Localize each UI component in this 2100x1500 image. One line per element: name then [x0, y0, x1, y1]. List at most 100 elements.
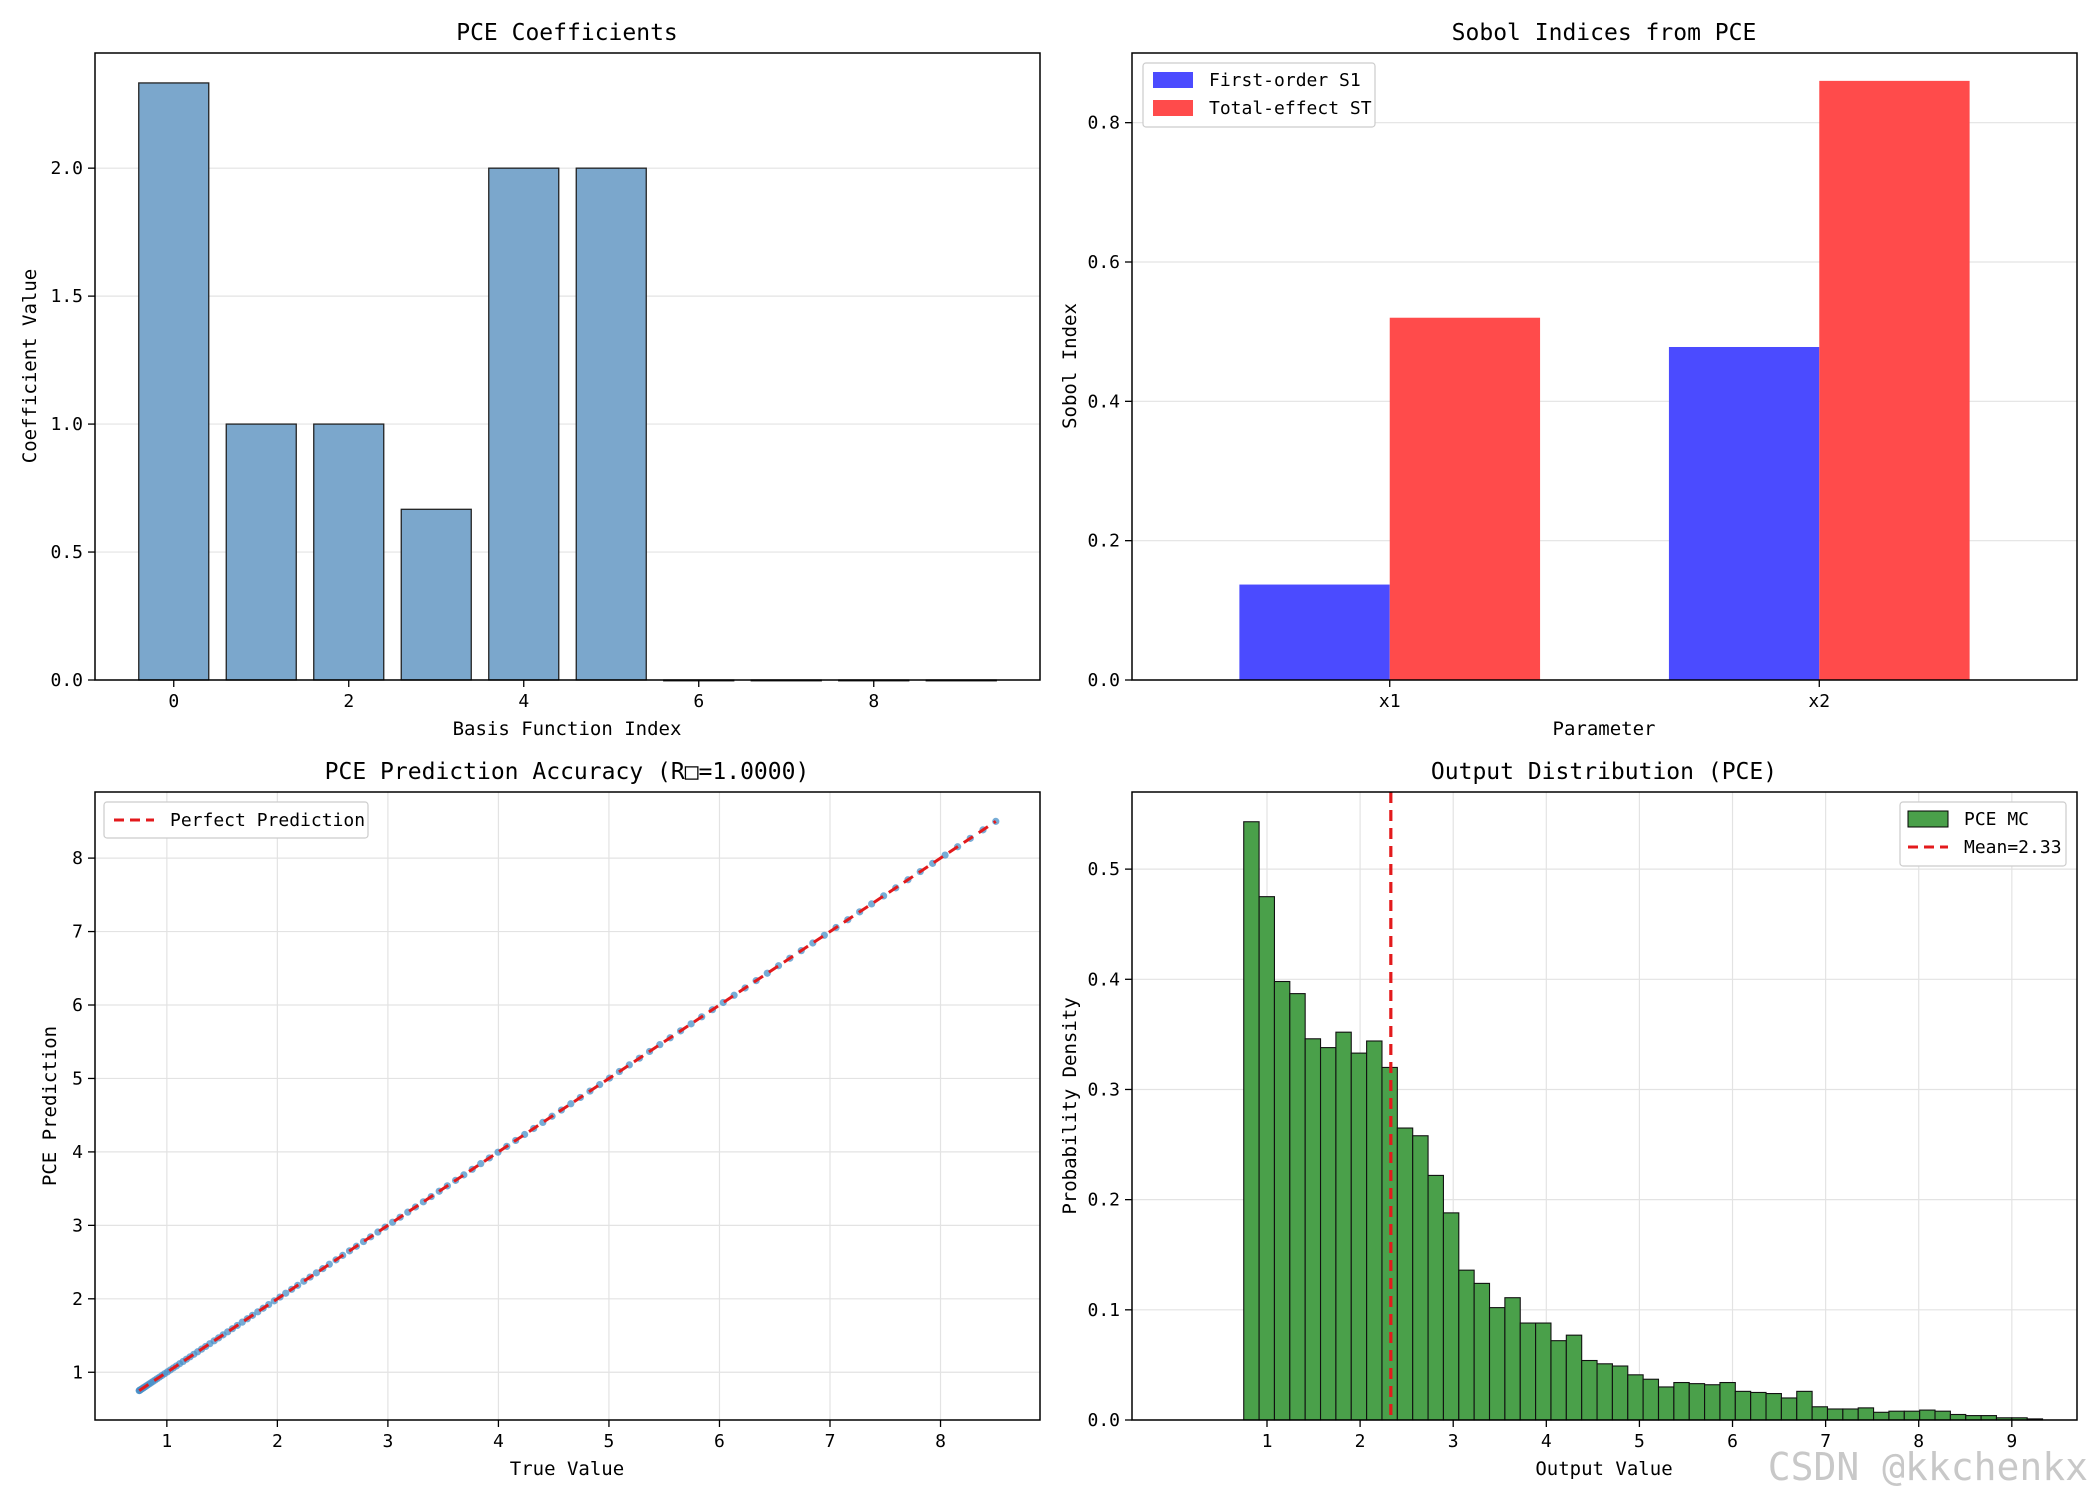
- histogram-bar: [1673, 1381, 1690, 1421]
- y-tick-label: 0.6: [1087, 252, 1120, 273]
- y-tick-label: 1.0: [50, 414, 83, 435]
- histogram-bar: [1811, 1406, 1829, 1421]
- prediction-point: [477, 1160, 485, 1168]
- chart-title: PCE Prediction Accuracy (R□=1.0000): [325, 759, 810, 785]
- y-axis-label: Probability Density: [1059, 997, 1081, 1214]
- accuracy-chart: 1 2 3 4 5 6 7 8 1 2 3 4 5 6 7 8 PCE Prediction Accuracy…: [39, 759, 1041, 1480]
- x-axis-label: Output Value: [1535, 1458, 1672, 1480]
- histogram-bar: [1704, 1384, 1721, 1421]
- histogram-bar: [1719, 1381, 1736, 1421]
- coefficients-chart: 0 2 4 6 8 0.0 0.5 1.0 1.5 2.0 PCE Coefficients Ba…: [19, 20, 1041, 740]
- x-tick-label: 2: [343, 691, 354, 712]
- histogram-bar: [1903, 1410, 1921, 1421]
- histogram-bar: [1796, 1390, 1813, 1421]
- legend-box: [1142, 62, 1376, 128]
- histogram-bar: [1873, 1411, 1890, 1421]
- histogram-bar: [1657, 1386, 1675, 1421]
- y-tick-label: 0.2: [1087, 1190, 1120, 1211]
- histogram-bar: [1765, 1393, 1782, 1421]
- histogram-bar: [1550, 1340, 1567, 1421]
- histogram-bar: [1273, 980, 1291, 1421]
- prediction-point: [312, 1269, 320, 1277]
- axes-frame: [94, 791, 1041, 1421]
- y-tick-label: 0.0: [1087, 1410, 1120, 1431]
- legend: Perfect Prediction: [103, 801, 369, 839]
- histogram-bar: [1934, 1410, 1951, 1421]
- legend: PCE MC Mean=2.33: [1899, 801, 2067, 867]
- histogram-bar: [1412, 1135, 1429, 1421]
- legend-swatch-s1: [1153, 72, 1193, 88]
- histogram-bar: [1596, 1363, 1613, 1421]
- x-tick-label: 8: [1913, 1431, 1924, 1452]
- chart-title: Output Distribution (PCE): [1431, 759, 1777, 785]
- x-tick-label: 3: [1448, 1431, 1459, 1452]
- sobol-bar: [1819, 80, 1970, 680]
- x-tick-label: 8: [935, 1431, 946, 1452]
- y-tick-label: 0.0: [50, 670, 83, 691]
- y-tick-label: 0.0: [1087, 670, 1120, 691]
- prediction-point: [868, 900, 876, 908]
- x-tick-label: 5: [604, 1431, 615, 1452]
- coefficient-bar: [313, 423, 385, 681]
- histogram-bar: [1396, 1127, 1414, 1421]
- y-tick-label: 0.4: [1087, 391, 1120, 412]
- y-tick-label: 6: [72, 995, 83, 1016]
- sobol-bar: [1239, 584, 1390, 680]
- histogram-bar: [1427, 1174, 1444, 1421]
- histogram-bar: [1780, 1397, 1798, 1421]
- x-tick-label: 6: [1727, 1431, 1738, 1452]
- histogram-bar: [1366, 1040, 1383, 1421]
- histogram-bar: [1258, 896, 1275, 1421]
- x-tick-label: 7: [1820, 1431, 1831, 1452]
- legend-label-perfect: Perfect Prediction: [170, 810, 365, 831]
- legend-box: [103, 801, 369, 839]
- x-tick-label: 2: [1355, 1431, 1366, 1452]
- histogram-bar: [1535, 1322, 1552, 1421]
- x-tick-label: 5: [1634, 1431, 1645, 1452]
- prediction-point: [941, 851, 949, 859]
- y-tick-label: 0.5: [1087, 859, 1120, 880]
- x-tick-label: 4: [518, 691, 529, 712]
- histogram-bar: [1842, 1408, 1859, 1421]
- y-tick-label: 8: [72, 848, 83, 869]
- x-tick-label: 7: [825, 1431, 836, 1452]
- x-tick-label: 8: [868, 691, 879, 712]
- axes-frame: [1131, 52, 2078, 681]
- histogram-bar: [1581, 1359, 1598, 1421]
- x-tick-label: 6: [693, 691, 704, 712]
- axes-frame: [1131, 791, 2078, 1421]
- histogram-bar: [1350, 1052, 1368, 1421]
- legend-label-s1: First-order S1: [1209, 70, 1361, 91]
- x-tick-label: 4: [1541, 1431, 1552, 1452]
- x-tick-label: 4: [493, 1431, 504, 1452]
- histogram-bar: [1473, 1282, 1491, 1421]
- x-tick-label: 2: [272, 1431, 283, 1452]
- x-tick-label: 0: [168, 691, 179, 712]
- histogram-bar: [1642, 1378, 1660, 1421]
- y-tick-label: 0.4: [1087, 969, 1120, 990]
- histogram-bar: [1627, 1374, 1644, 1421]
- x-tick-label: 6: [714, 1431, 725, 1452]
- legend-label-mean: Mean=2.33: [1964, 837, 2062, 858]
- y-tick-label: 3: [72, 1215, 83, 1236]
- perfect-prediction-line: [138, 820, 997, 1392]
- y-tick-label: 2: [72, 1289, 83, 1310]
- legend-swatch-st: [1153, 100, 1193, 116]
- x-tick-label: 1: [161, 1431, 172, 1452]
- y-tick-label: 0.1: [1087, 1300, 1120, 1321]
- coefficient-bar: [400, 508, 472, 681]
- legend: First-order S1 Total-effect ST: [1142, 62, 1376, 128]
- y-tick-label: 4: [72, 1142, 83, 1163]
- y-tick-label: 1: [72, 1362, 83, 1383]
- histogram-bar: [1857, 1407, 1875, 1421]
- y-tick-label: 0.8: [1087, 113, 1120, 134]
- x-tick-label: 3: [382, 1431, 393, 1452]
- y-tick-label: 5: [72, 1068, 83, 1089]
- x-tick-label: x1: [1379, 691, 1401, 712]
- x-tick-label: 1: [1262, 1431, 1273, 1452]
- histogram-bar: [1335, 1031, 1352, 1421]
- histogram-bar: [1888, 1410, 1905, 1421]
- histogram-bar: [1319, 1047, 1337, 1421]
- y-tick-label: 0.3: [1087, 1079, 1120, 1100]
